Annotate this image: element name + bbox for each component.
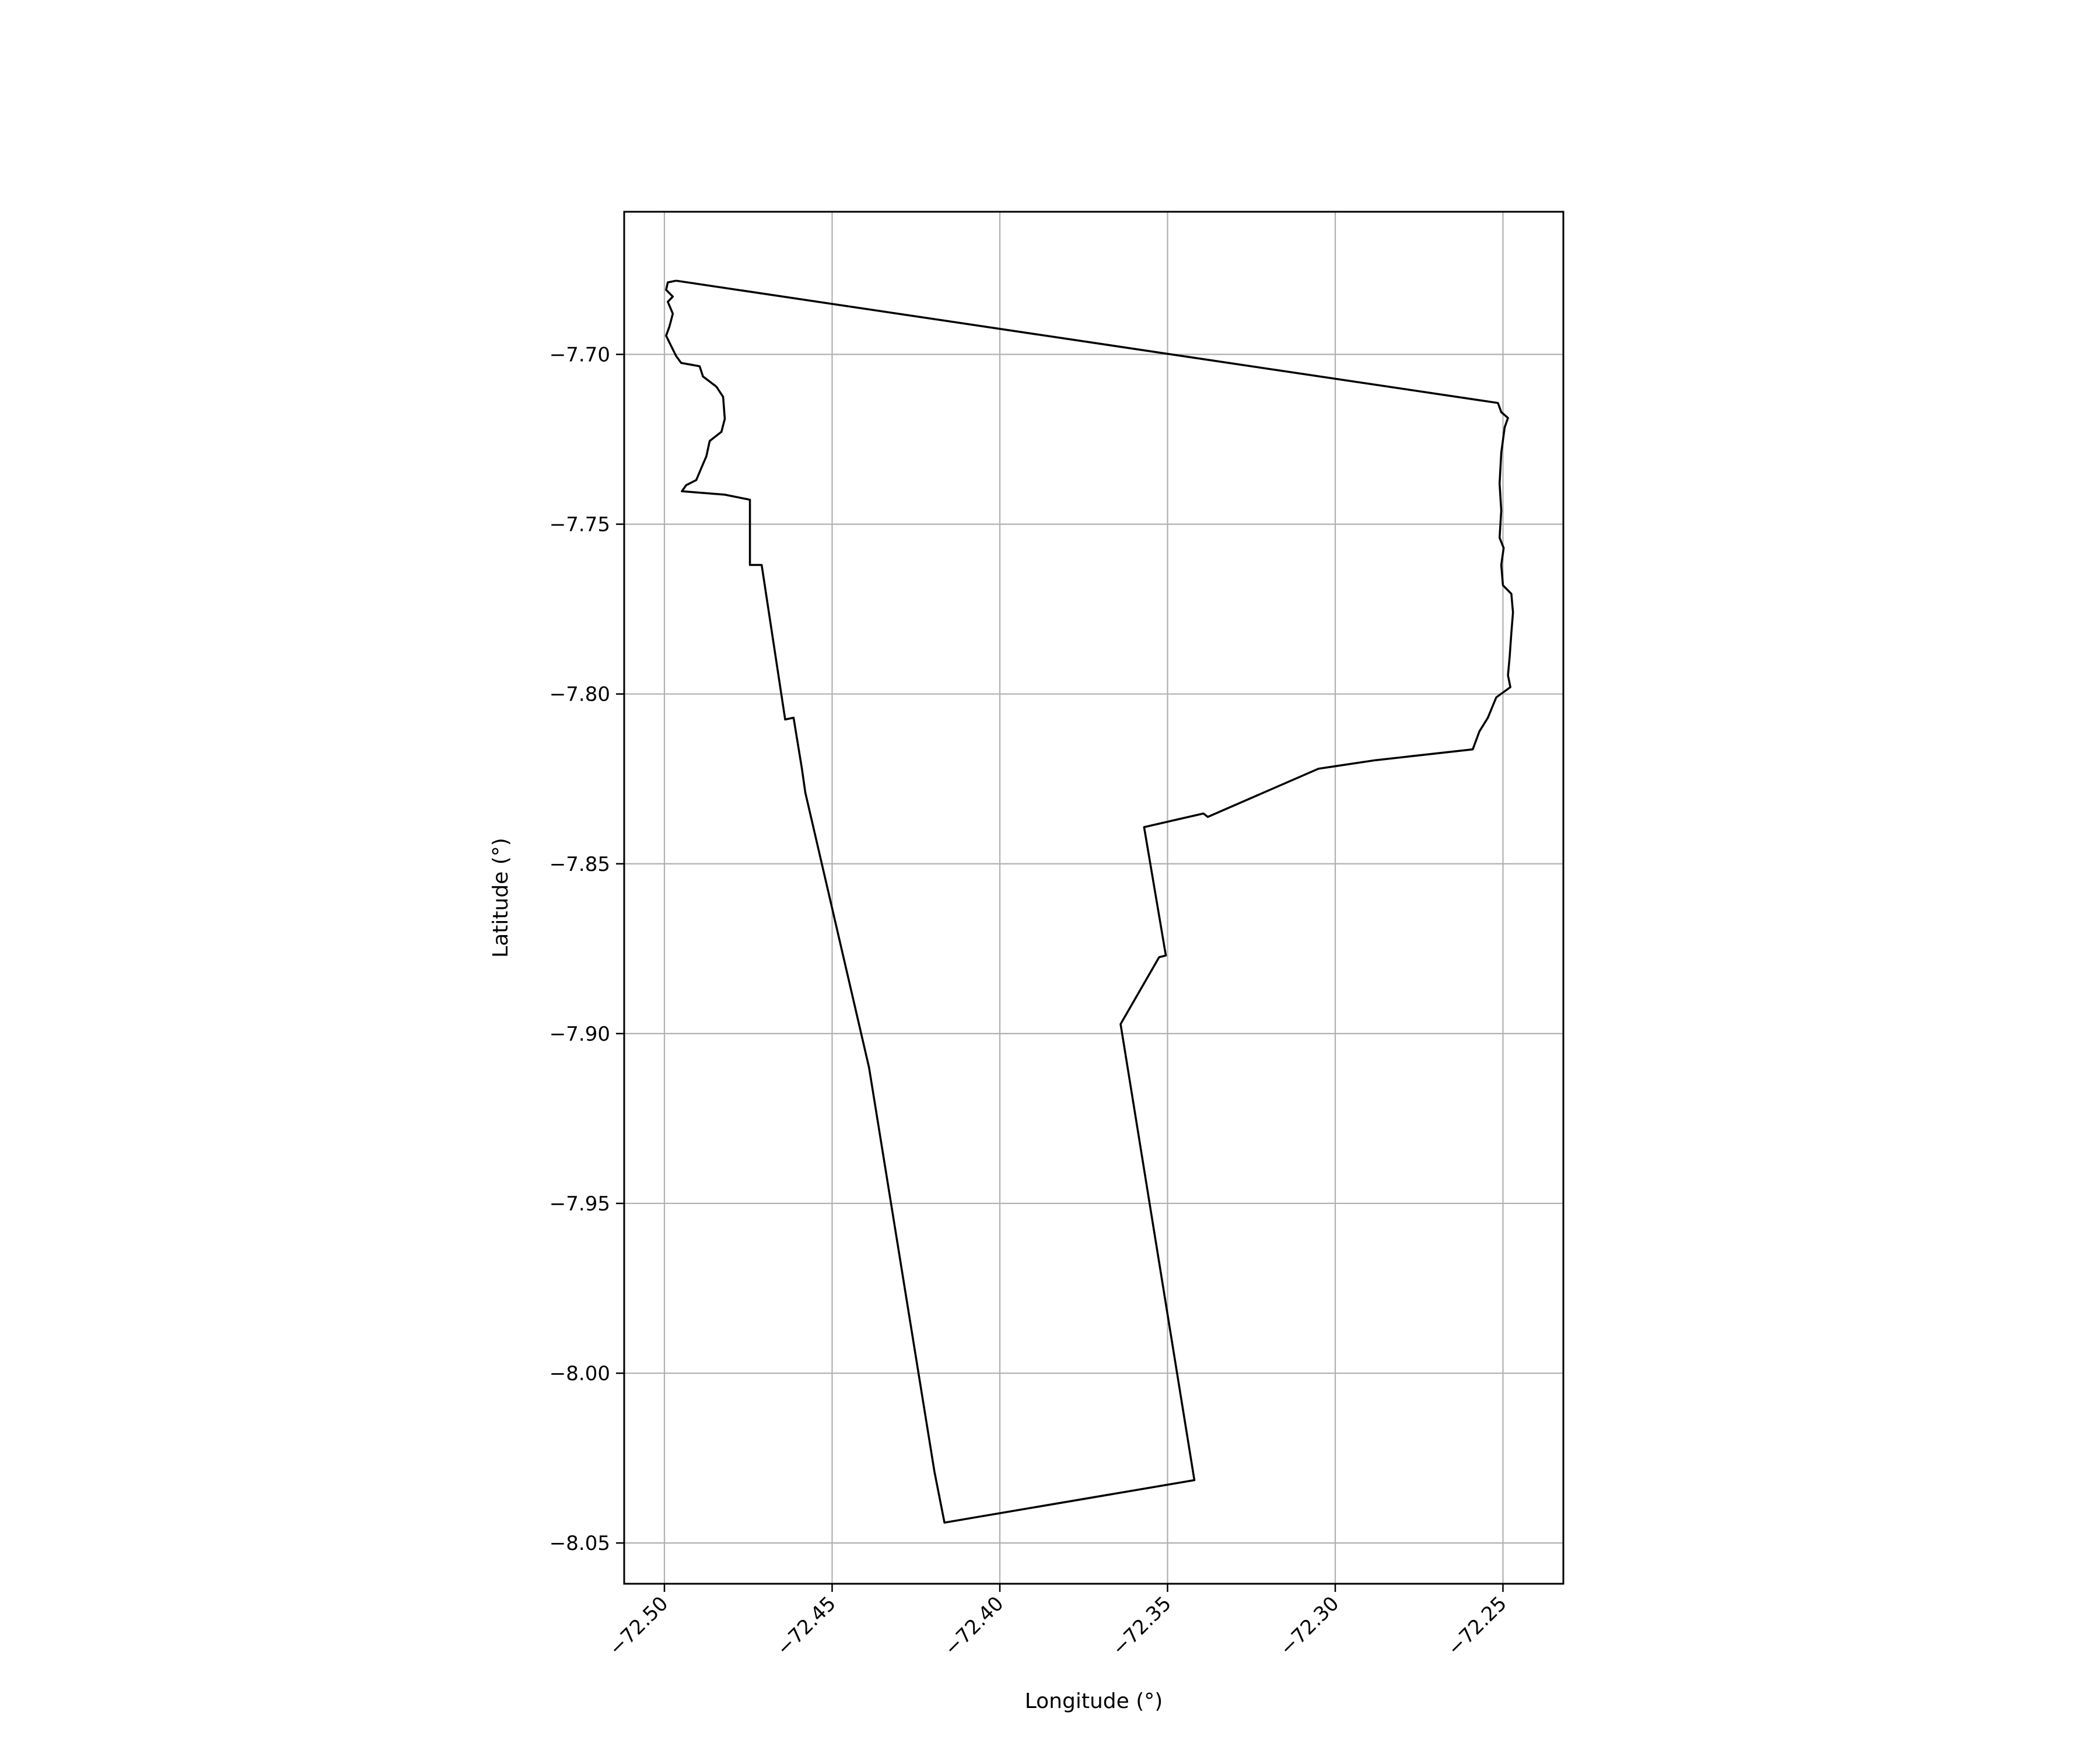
- y-tick-label: −8.00: [550, 1362, 610, 1385]
- grid-lines: [624, 212, 1563, 1584]
- y-tick-label: −7.70: [550, 344, 610, 367]
- y-axis-label: Latitude (°): [489, 838, 513, 958]
- region-outline-layer: [665, 279, 1514, 1524]
- x-tick-label: −72.30: [1275, 1592, 1343, 1660]
- x-tick-label: −72.40: [940, 1592, 1008, 1660]
- x-axis-label: Longitude (°): [1025, 1689, 1163, 1713]
- axis-ticks: −72.50 −72.45 −72.40 −72.35 −72.30 −72.25 −7.7…: [550, 344, 1511, 1661]
- x-tick-label: −72.45: [772, 1592, 841, 1660]
- x-tick-label: −72.50: [604, 1592, 673, 1660]
- plot-frame: [623, 211, 1564, 1585]
- region-outline: [665, 279, 1514, 1524]
- y-tick-label: −7.90: [550, 1023, 610, 1046]
- y-tick-label: −7.95: [550, 1192, 610, 1216]
- y-tick-label: −7.85: [550, 853, 610, 876]
- y-tick-label: −8.05: [550, 1532, 610, 1555]
- y-tick-label: −7.75: [550, 513, 610, 537]
- y-tick-label: −7.80: [550, 683, 610, 706]
- x-tick-label: −72.25: [1443, 1592, 1511, 1660]
- x-tick-label: −72.35: [1108, 1592, 1176, 1660]
